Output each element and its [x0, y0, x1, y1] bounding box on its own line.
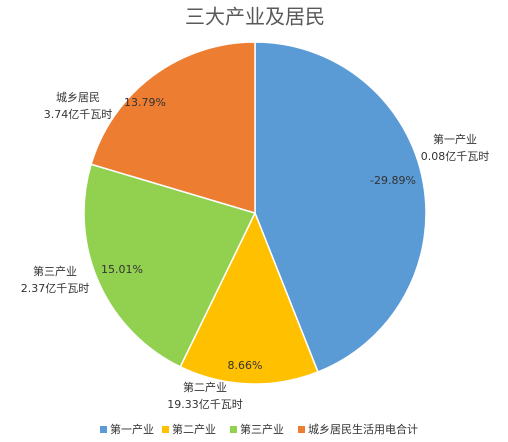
rate-label: -29.89% [370, 174, 416, 187]
legend-label: 第二产业 [172, 422, 216, 436]
rate-label: 15.01% [101, 263, 143, 276]
amount-label: 3.74亿千瓦时 [44, 108, 113, 121]
chart-title: 三大产业及居民 [185, 5, 325, 29]
legend-swatch [162, 426, 169, 433]
legend-swatch [230, 426, 237, 433]
legend-swatch [298, 426, 305, 433]
pie-slice [90, 41, 256, 215]
pie-slice [83, 163, 257, 368]
amount-label: 0.08亿千瓦时 [421, 150, 490, 163]
rate-label: 13.79% [124, 96, 166, 109]
amount-label: 2.37亿千瓦时 [21, 282, 90, 295]
legend-label: 城乡居民生活用电合计 [308, 422, 418, 436]
rate-label: 8.66% [228, 359, 263, 372]
slice-name: 第一产业 [433, 132, 477, 146]
pie-slice [179, 211, 319, 385]
legend-label: 第三产业 [240, 422, 284, 436]
slice-name: 第二产业 [183, 380, 227, 394]
amount-label: 19.33亿千瓦时 [167, 398, 243, 411]
slice-name: 城乡居民 [56, 91, 100, 104]
pie-slice [254, 41, 427, 373]
slice-name: 第三产业 [33, 264, 77, 278]
legend-swatch [100, 426, 107, 433]
legend-label: 第一产业 [110, 422, 154, 436]
